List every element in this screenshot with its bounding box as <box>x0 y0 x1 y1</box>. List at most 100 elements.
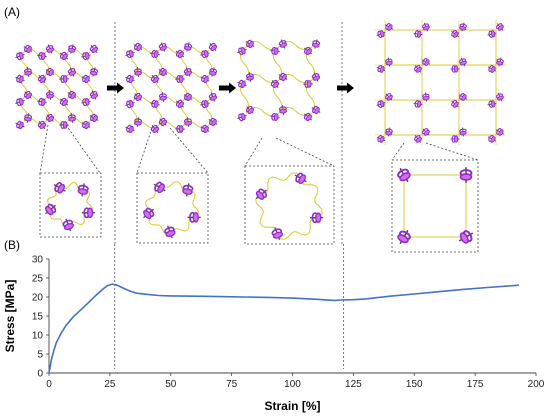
ring-icon <box>200 124 210 134</box>
ring-icon <box>303 112 312 122</box>
x-tick-label: 200 <box>528 379 545 390</box>
ring-icon <box>422 128 430 136</box>
ring-icon <box>183 42 193 52</box>
ring-icon <box>245 105 255 115</box>
stress-strain-chart: 0 25 50 75 100 125 150 175 200 0 5 10 15 20 25 30 Strain… <box>3 244 545 413</box>
ring-icon <box>385 127 393 137</box>
ring-icon <box>53 182 66 194</box>
zoom-leaders <box>39 124 479 174</box>
ring-icon <box>200 99 210 109</box>
ring-icon <box>15 74 25 84</box>
ring-icon <box>397 167 411 183</box>
ring-icon <box>23 44 33 54</box>
ring-icon <box>270 112 280 122</box>
ring-icon <box>45 90 54 100</box>
ring-icon <box>384 23 394 31</box>
ring-icon <box>278 72 288 82</box>
arrow-icon <box>107 82 124 94</box>
ring-icon <box>150 99 160 109</box>
ring-icon <box>81 74 91 84</box>
ring-icon <box>45 67 55 77</box>
y-tick-label: 15 <box>32 312 44 323</box>
ring-icon <box>158 67 168 77</box>
ring-icon <box>270 79 280 88</box>
ring-icon <box>125 49 135 59</box>
ring-icon <box>150 74 160 83</box>
ring-icon <box>376 100 386 108</box>
ring-icon <box>143 207 155 220</box>
y-tick-label: 10 <box>32 331 44 342</box>
ring-icon <box>451 30 459 38</box>
ring-icon <box>310 212 324 224</box>
ring-icon <box>158 92 167 102</box>
ring-icon <box>77 183 89 197</box>
ring-icon <box>23 90 33 100</box>
ring-icon <box>59 75 69 83</box>
ring-icon <box>271 227 283 241</box>
panel-b-label: (B) <box>4 238 20 252</box>
ring-icon <box>175 49 185 59</box>
series-line <box>48 283 520 374</box>
ring-icon <box>150 124 160 134</box>
ring-icon <box>459 167 473 183</box>
ring-icon <box>183 92 193 102</box>
x-tick-label: 175 <box>467 379 484 390</box>
ring-icon <box>37 120 47 130</box>
ring-icon <box>175 99 184 109</box>
ring-icon <box>59 97 68 107</box>
ring-icon <box>81 51 91 61</box>
ring-icon <box>495 128 505 136</box>
ring-icon <box>89 67 99 77</box>
ring-icon <box>125 124 135 134</box>
ring-icon <box>496 57 504 67</box>
network-stage-1 <box>15 44 99 130</box>
ring-icon <box>422 22 430 32</box>
ring-icon <box>45 44 55 54</box>
ring-icon <box>200 74 210 84</box>
zoom-contents <box>45 167 474 245</box>
x-tick-label: 75 <box>226 379 238 390</box>
ring-icon <box>15 97 25 107</box>
ring-icon <box>450 135 460 143</box>
ring-icon <box>158 117 168 127</box>
network-stage-3 <box>237 39 321 122</box>
x-tick-label: 50 <box>165 379 177 390</box>
ring-icon <box>397 229 411 245</box>
ring-icon <box>376 65 386 73</box>
ring-icon <box>175 75 185 83</box>
ring-icon <box>413 100 423 108</box>
ring-icon <box>496 23 504 31</box>
panel-a-label: (A) <box>4 5 20 19</box>
ring-icon <box>134 117 143 127</box>
ring-icon <box>125 74 135 84</box>
ring-icon <box>487 100 497 108</box>
ring-icon <box>89 90 99 100</box>
ring-icon <box>62 218 74 232</box>
ring-icon <box>182 183 194 197</box>
ring-icon <box>487 135 497 143</box>
ring-icon <box>15 51 25 61</box>
ring-icon <box>245 72 254 82</box>
ring-icon <box>37 74 47 83</box>
ring-icon <box>125 99 135 109</box>
ring-icon <box>24 113 33 123</box>
ring-icon <box>414 65 422 73</box>
ring-icon <box>133 92 143 102</box>
ring-icon <box>459 127 467 137</box>
y-tick-label: 0 <box>37 369 43 380</box>
ring-icon <box>311 72 321 82</box>
ring-icon <box>208 117 218 127</box>
network-stage-4 <box>375 20 506 145</box>
ring-icon <box>255 188 268 200</box>
ring-icon <box>183 117 192 127</box>
ring-icon <box>311 105 321 115</box>
x-axis-title: Strain [%] <box>264 399 320 413</box>
ring-icon <box>487 65 497 73</box>
ring-icon <box>458 230 474 244</box>
ring-icon <box>81 97 91 107</box>
ring-icon <box>451 100 459 108</box>
ring-icon <box>303 46 313 56</box>
ring-icon <box>208 42 218 52</box>
ring-icon <box>67 90 77 100</box>
x-tick-label: 25 <box>104 379 116 390</box>
